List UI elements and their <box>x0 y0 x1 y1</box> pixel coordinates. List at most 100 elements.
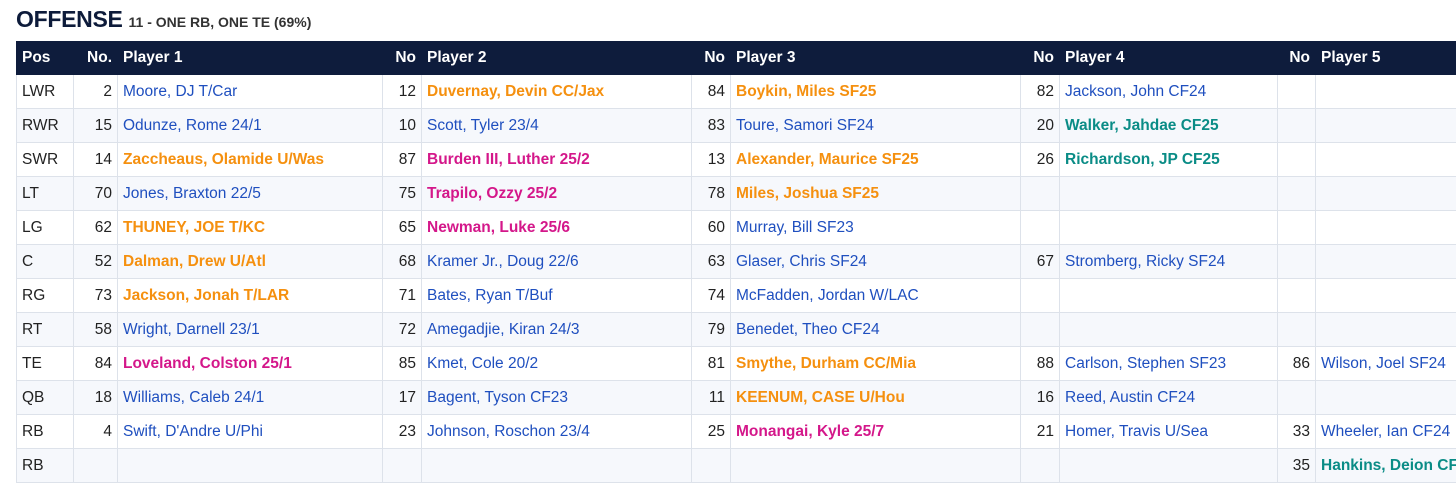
player-link[interactable]: Reed, Austin CF24 <box>1059 380 1278 415</box>
player-link[interactable]: Duvernay, Devin CC/Jax <box>421 74 692 109</box>
player-link[interactable]: Burden III, Luther 25/2 <box>421 142 692 177</box>
player-link[interactable]: Stromberg, Ricky SF24 <box>1059 244 1278 279</box>
position-cell: RB <box>16 448 74 483</box>
jersey-number-cell <box>1277 176 1316 211</box>
col-header-no-1: No. <box>73 41 118 75</box>
header-row: Pos No. Player 1 No Player 2 No Player 3… <box>16 41 1456 75</box>
player-link[interactable]: McFadden, Jordan W/LAC <box>730 278 1021 313</box>
position-cell: RB <box>16 414 74 449</box>
table-row: QB 18 Williams, Caleb 24/1 17 Bagent, Tyson … <box>16 380 1456 415</box>
col-header-player-1: Player 1 <box>117 41 383 75</box>
player-link[interactable]: THUNEY, JOE T/KC <box>117 210 383 245</box>
col-header-player-5: Player 5 <box>1315 41 1456 75</box>
player-link[interactable]: Glaser, Chris SF24 <box>730 244 1021 279</box>
player-link[interactable]: Jackson, John CF24 <box>1059 74 1278 109</box>
player-link[interactable]: Wilson, Joel SF24 <box>1315 346 1456 381</box>
player-link[interactable]: KEENUM, CASE U/Hou <box>730 380 1021 415</box>
player-link[interactable]: Johnson, Roschon 23/4 <box>421 414 692 449</box>
player-link[interactable]: Kramer Jr., Doug 22/6 <box>421 244 692 279</box>
jersey-number-cell <box>1020 278 1060 313</box>
player-link[interactable]: Jones, Braxton 22/5 <box>117 176 383 211</box>
player-link[interactable]: Alexander, Maurice SF25 <box>730 142 1021 177</box>
col-header-no-4: No <box>1020 41 1060 75</box>
empty-player-cell <box>1315 312 1456 347</box>
jersey-number-cell: 2 <box>73 74 118 109</box>
player-link[interactable]: Toure, Samori SF24 <box>730 108 1021 143</box>
jersey-number-cell: 35 <box>1277 448 1316 483</box>
player-link[interactable]: Richardson, JP CF25 <box>1059 142 1278 177</box>
empty-player-cell <box>1059 210 1278 245</box>
jersey-number-cell: 17 <box>382 380 422 415</box>
player-link[interactable]: Loveland, Colston 25/1 <box>117 346 383 381</box>
player-link[interactable]: Benedet, Theo CF24 <box>730 312 1021 347</box>
jersey-number-cell: 60 <box>691 210 731 245</box>
player-link[interactable]: Carlson, Stephen SF23 <box>1059 346 1278 381</box>
empty-player-cell <box>1315 108 1456 143</box>
jersey-number-cell: 88 <box>1020 346 1060 381</box>
jersey-number-cell: 15 <box>73 108 118 143</box>
player-link[interactable]: Moore, DJ T/Car <box>117 74 383 109</box>
player-link[interactable]: Monangai, Kyle 25/7 <box>730 414 1021 449</box>
player-link[interactable]: Williams, Caleb 24/1 <box>117 380 383 415</box>
jersey-number-cell: 75 <box>382 176 422 211</box>
player-link[interactable]: Wright, Darnell 23/1 <box>117 312 383 347</box>
player-link[interactable]: Jackson, Jonah T/LAR <box>117 278 383 313</box>
jersey-number-cell: 58 <box>73 312 118 347</box>
position-cell: RG <box>16 278 74 313</box>
position-cell: TE <box>16 346 74 381</box>
jersey-number-cell: 70 <box>73 176 118 211</box>
jersey-number-cell <box>73 448 118 483</box>
jersey-number-cell: 87 <box>382 142 422 177</box>
player-link[interactable]: Bates, Ryan T/Buf <box>421 278 692 313</box>
col-header-player-2: Player 2 <box>421 41 692 75</box>
empty-player-cell <box>1059 312 1278 347</box>
empty-player-cell <box>1315 74 1456 109</box>
empty-player-cell <box>1059 176 1278 211</box>
player-link[interactable]: Odunze, Rome 24/1 <box>117 108 383 143</box>
col-header-no-3: No <box>691 41 731 75</box>
jersey-number-cell: 12 <box>382 74 422 109</box>
player-link[interactable]: Bagent, Tyson CF23 <box>421 380 692 415</box>
empty-player-cell <box>1315 244 1456 279</box>
jersey-number-cell: 14 <box>73 142 118 177</box>
player-link[interactable]: Walker, Jahdae CF25 <box>1059 108 1278 143</box>
jersey-number-cell: 62 <box>73 210 118 245</box>
table-row: SWR 14 Zaccheaus, Olamide U/Was 87 Burden II… <box>16 142 1456 177</box>
jersey-number-cell: 84 <box>691 74 731 109</box>
jersey-number-cell: 23 <box>382 414 422 449</box>
player-link[interactable]: Homer, Travis U/Sea <box>1059 414 1278 449</box>
jersey-number-cell <box>1277 312 1316 347</box>
player-link[interactable]: Murray, Bill SF23 <box>730 210 1021 245</box>
player-link[interactable]: Hankins, Deion CF25 <box>1315 448 1456 483</box>
player-link[interactable]: Dalman, Drew U/Atl <box>117 244 383 279</box>
jersey-number-cell <box>382 448 422 483</box>
jersey-number-cell: 83 <box>691 108 731 143</box>
table-row: LG 62 THUNEY, JOE T/KC 65 Newman, Luke 25/6 6… <box>16 210 1456 245</box>
player-link[interactable]: Miles, Joshua SF25 <box>730 176 1021 211</box>
player-link[interactable]: Newman, Luke 25/6 <box>421 210 692 245</box>
jersey-number-cell <box>1277 142 1316 177</box>
jersey-number-cell <box>1277 108 1316 143</box>
player-link[interactable]: Swift, D'Andre U/Phi <box>117 414 383 449</box>
player-link[interactable]: Boykin, Miles SF25 <box>730 74 1021 109</box>
section-heading: OFFENSE 11 - ONE RB, ONE TE (69%) <box>16 6 311 36</box>
jersey-number-cell: 86 <box>1277 346 1316 381</box>
player-link[interactable]: Scott, Tyler 23/4 <box>421 108 692 143</box>
jersey-number-cell: 67 <box>1020 244 1060 279</box>
player-link[interactable]: Kmet, Cole 20/2 <box>421 346 692 381</box>
col-header-player-4: Player 4 <box>1059 41 1278 75</box>
player-link[interactable]: Wheeler, Ian CF24 <box>1315 414 1456 449</box>
player-link[interactable]: Zaccheaus, Olamide U/Was <box>117 142 383 177</box>
jersey-number-cell: 84 <box>73 346 118 381</box>
jersey-number-cell <box>1277 278 1316 313</box>
empty-player-cell <box>421 448 692 483</box>
empty-player-cell <box>1315 176 1456 211</box>
position-cell: RT <box>16 312 74 347</box>
col-header-player-3: Player 3 <box>730 41 1021 75</box>
player-link[interactable]: Trapilo, Ozzy 25/2 <box>421 176 692 211</box>
depth-chart-body: LWR 2 Moore, DJ T/Car 12 Duvernay, Devin CC/… <box>16 74 1456 483</box>
player-link[interactable]: Smythe, Durham CC/Mia <box>730 346 1021 381</box>
player-link[interactable]: Amegadjie, Kiran 24/3 <box>421 312 692 347</box>
table-row: LWR 2 Moore, DJ T/Car 12 Duvernay, Devin CC/… <box>16 74 1456 109</box>
